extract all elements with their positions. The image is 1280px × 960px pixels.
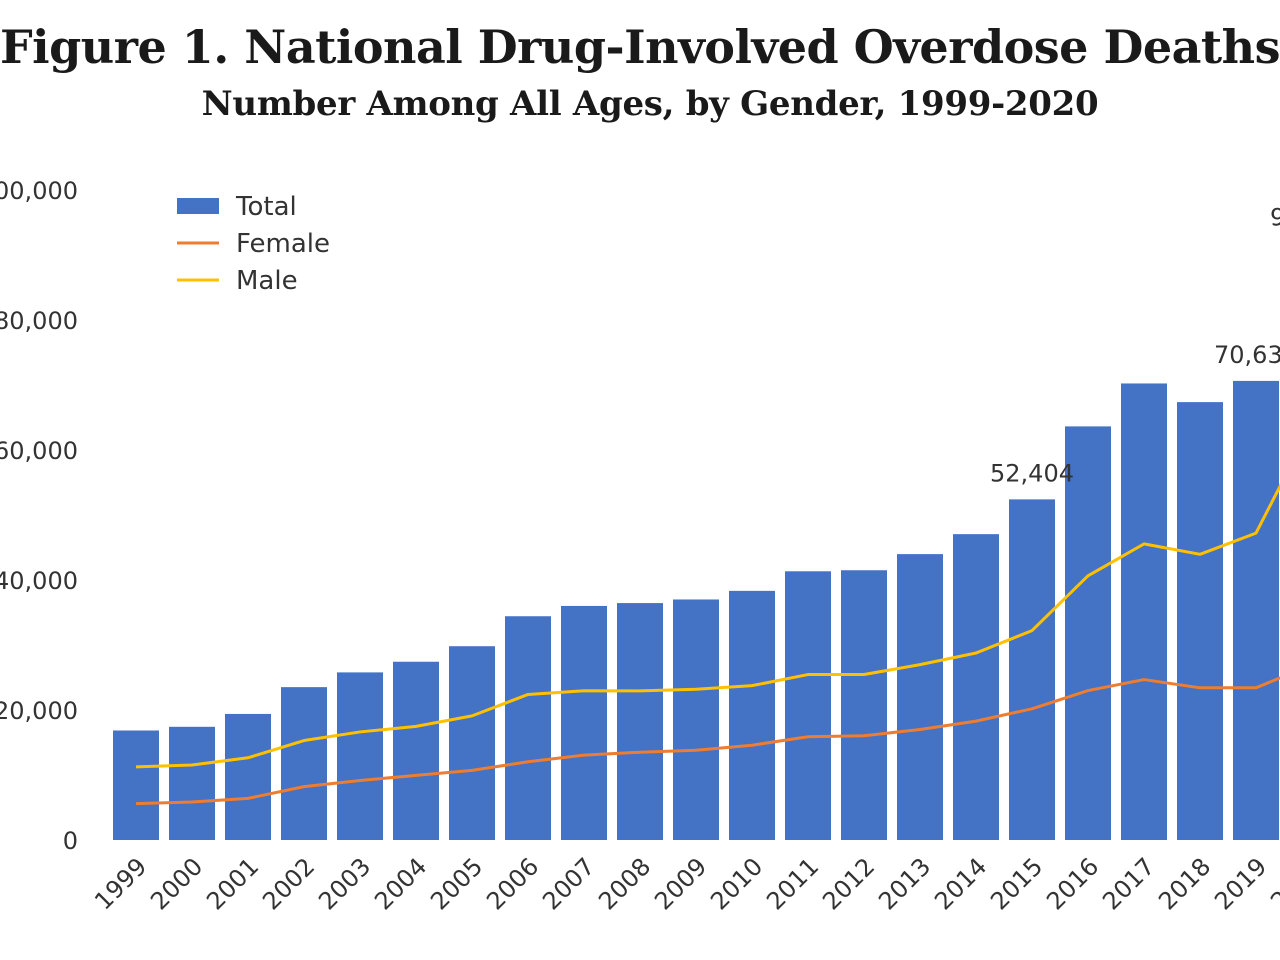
legend-label-total: Total xyxy=(235,192,297,222)
line-series xyxy=(135,483,1280,806)
line-female xyxy=(135,676,1280,806)
bar xyxy=(953,534,999,840)
x-tick-label: 2003 xyxy=(313,852,376,915)
bar xyxy=(281,687,327,840)
bar xyxy=(617,603,663,840)
x-tick-label: 2001 xyxy=(201,852,264,915)
x-tick-label: 2014 xyxy=(929,852,992,915)
legend-swatch-total xyxy=(177,198,219,214)
x-tick-label: 2007 xyxy=(537,852,600,915)
bar xyxy=(1233,380,1279,840)
bar xyxy=(337,672,383,840)
x-tick-label: 2015 xyxy=(985,852,1048,915)
x-tick-label: 2016 xyxy=(1041,852,1104,915)
legend-label-male: Male xyxy=(236,266,298,296)
y-tick-label: 40,000 xyxy=(0,567,78,595)
line-male xyxy=(135,483,1280,769)
bar xyxy=(225,713,271,840)
x-tick-label: 1999 xyxy=(89,852,152,915)
x-tick-label: 2020 xyxy=(1265,852,1280,915)
y-tick-label: 20,000 xyxy=(0,697,78,725)
y-tick-label: 0 xyxy=(63,827,78,855)
x-tick-label: 2009 xyxy=(649,852,712,915)
bar xyxy=(897,554,943,840)
chart-title: Figure 1. National Drug-Involved Overdos… xyxy=(0,20,1280,74)
data-labels: 52,404 70,630 91,799 xyxy=(990,203,1280,487)
x-axis: 1999200020012002200320042005200620072008… xyxy=(89,852,1280,915)
x-tick-label: 2008 xyxy=(593,852,656,915)
y-tick-label: 60,000 xyxy=(0,437,78,465)
bar xyxy=(1177,402,1223,840)
x-tick-label: 2006 xyxy=(481,852,544,915)
bar xyxy=(841,570,887,840)
bar xyxy=(1121,383,1167,840)
data-label: 52,404 xyxy=(990,459,1074,487)
data-label: 91,799 xyxy=(1270,203,1280,231)
x-tick-label: 2004 xyxy=(369,852,432,915)
legend: Total Female Male xyxy=(177,192,330,296)
chart-subtitle: Number Among All Ages, by Gender, 1999-2… xyxy=(201,84,1099,124)
y-axis: 0 20,000 40,000 60,000 80,000 100,000 xyxy=(0,177,78,855)
bar xyxy=(113,730,159,840)
x-tick-label: 2018 xyxy=(1153,852,1216,915)
bar xyxy=(1065,426,1111,840)
bar xyxy=(169,726,215,840)
bar-series xyxy=(113,380,1279,840)
x-tick-label: 2012 xyxy=(817,852,880,915)
x-tick-label: 2011 xyxy=(761,852,824,915)
data-label: 70,630 xyxy=(1214,341,1280,369)
x-tick-label: 2019 xyxy=(1209,852,1272,915)
bar xyxy=(673,599,719,840)
bar xyxy=(449,646,495,840)
bar xyxy=(729,590,775,840)
x-tick-label: 2010 xyxy=(705,852,768,915)
bar xyxy=(785,571,831,840)
bar xyxy=(1009,499,1055,840)
x-tick-label: 2002 xyxy=(257,852,320,915)
bar xyxy=(393,661,439,840)
x-tick-label: 2000 xyxy=(145,852,208,915)
bar xyxy=(505,616,551,840)
x-tick-label: 2005 xyxy=(425,852,488,915)
legend-label-female: Female xyxy=(236,229,330,259)
y-tick-label: 100,000 xyxy=(0,177,78,205)
bar xyxy=(561,605,607,840)
y-tick-label: 80,000 xyxy=(0,307,78,335)
x-tick-label: 2017 xyxy=(1097,852,1160,915)
x-tick-label: 2013 xyxy=(873,852,936,915)
